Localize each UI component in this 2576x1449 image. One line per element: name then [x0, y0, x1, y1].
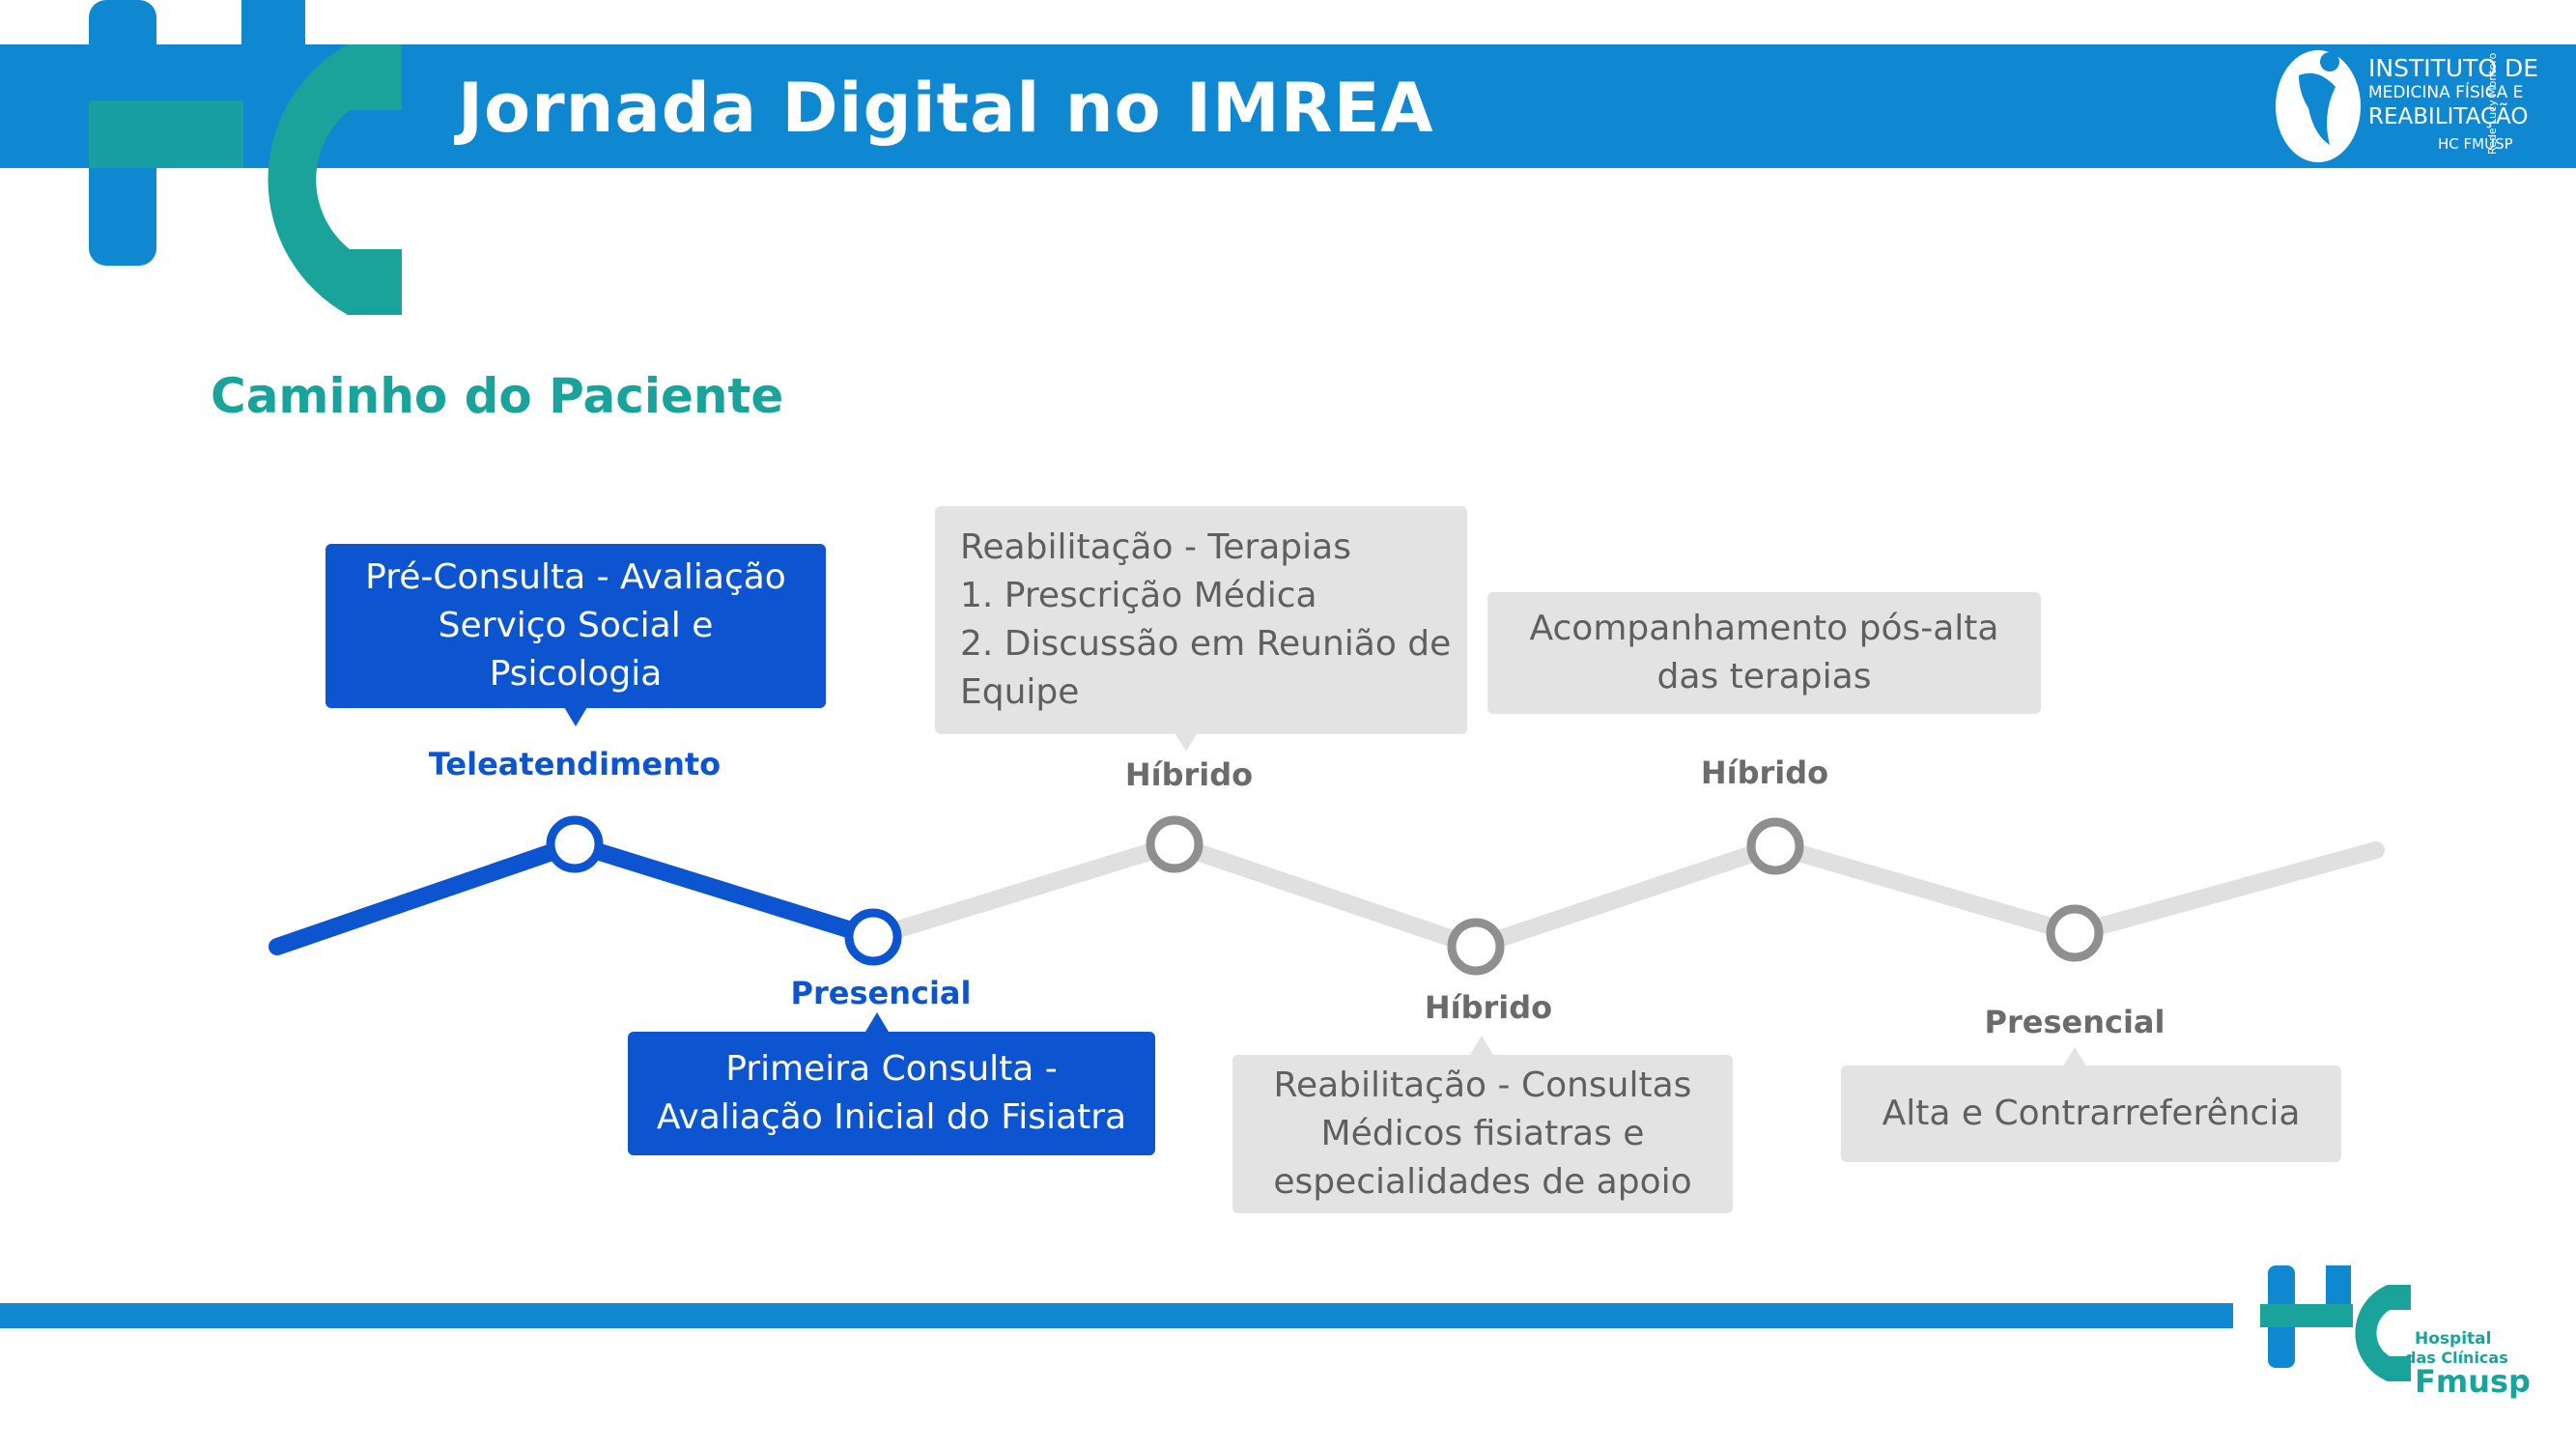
imrea-logo-line3: REABILITAÇÃO [2368, 104, 2529, 129]
imrea-logo-line1: INSTITUTO DE [2368, 54, 2539, 82]
hc-footer-line2: das Clínicas [2405, 1349, 2508, 1367]
journey-node [844, 908, 902, 966]
journey-segment [1767, 838, 2083, 942]
hc-mark-c [268, 44, 402, 315]
hc-footer-line3: Fmusp [2415, 1363, 2531, 1400]
imrea-logo-line2: MEDICINA FÍSICA E [2368, 83, 2524, 102]
journey-segment [566, 836, 882, 946]
step-line: 2. Discussão em Reunião de [960, 624, 1452, 664]
mode-label-teleatendimento: Teleatendimento [428, 746, 722, 782]
step-box-terapias: Reabilitação - Terapias 1. Prescrição Mé… [935, 506, 1467, 734]
journey-node [1746, 817, 1804, 875]
step-line: das terapias [1656, 657, 1872, 696]
step-line: Médicos fisiatras e [1320, 1114, 1645, 1153]
mode-label-presencial-1: Presencial [790, 975, 972, 1011]
mode-label-hibrido-1: Híbrido [1124, 756, 1254, 793]
journey-segment [1166, 836, 1485, 955]
journey-node [2046, 904, 2104, 962]
step-line: 1. Prescrição Médica [960, 576, 1317, 615]
box-pointers [564, 707, 2086, 1066]
step-box-consultas: Reabilitação - Consultas Médicos fisiatr… [1232, 1055, 1733, 1213]
step-line: Reabilitação - Consultas [1273, 1065, 1692, 1105]
journey-node [1146, 815, 1203, 873]
step-line: Pré-Consulta - Avaliação [365, 557, 786, 597]
mode-label-presencial-2: Presencial [1984, 1004, 2166, 1040]
journey-nodes [546, 815, 2104, 976]
header-band [0, 44, 2576, 168]
step-line: Equipe [960, 672, 1080, 712]
step-line: Avaliação Inicial do Fisiatra [656, 1097, 1127, 1137]
hc-footer-line1: Hospital [2415, 1329, 2492, 1349]
step-line: especialidades de apoio [1273, 1162, 1692, 1202]
step-line: Acompanhamento pós-alta [1529, 609, 1999, 648]
journey-segment [269, 836, 583, 955]
step-line: Reabilitação - Terapias [960, 527, 1351, 567]
journey-node [546, 815, 604, 873]
step-box-primeira-consulta: Primeira Consulta - Avaliação Inicial do… [628, 1032, 1155, 1155]
hc-footer-mark [2260, 1265, 2411, 1381]
step-line: Psicologia [489, 654, 663, 694]
step-line: Primeira Consulta - [725, 1049, 1058, 1089]
step-line: Alta e Contrarreferência [1882, 1094, 2301, 1133]
mode-label-hibrido-2: Híbrido [1424, 989, 1553, 1026]
step-box-alta: Alta e Contrarreferência [1841, 1065, 2341, 1162]
step-line: Serviço Social e [438, 606, 714, 645]
imrea-logo-line4: HC FMUSP [2438, 135, 2513, 153]
mode-label-hibrido-3: Híbrido [1700, 754, 1829, 791]
journey-segment [2066, 841, 2385, 942]
hc-mark-h-bar [89, 100, 243, 168]
journey-segment [864, 836, 1183, 946]
journey-path [269, 836, 2385, 955]
imrea-logo-vertical: Rede Lucy Montoro [2486, 52, 2499, 155]
journey-node [1447, 918, 1505, 976]
section-subtitle: Caminho do Paciente [211, 368, 784, 424]
step-box-pos-alta: Acompanhamento pós-alta das terapias [1487, 592, 2041, 714]
footer-band [0, 1303, 2233, 1328]
step-box-pre-consulta: Pré-Consulta - Avaliação Serviço Social … [326, 544, 826, 708]
journey-segment [1467, 838, 1784, 955]
imrea-logo-figure-icon [2276, 50, 2361, 162]
page-title: Jornada Digital no IMREA [458, 69, 1434, 148]
